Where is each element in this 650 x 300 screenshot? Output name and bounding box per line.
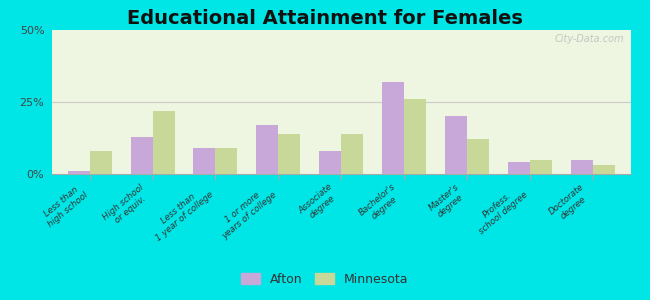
Bar: [571, 160, 593, 174]
Bar: [593, 165, 615, 174]
Bar: [131, 136, 153, 174]
Bar: [194, 148, 216, 174]
Bar: [508, 163, 530, 174]
Text: Educational Attainment for Females: Educational Attainment for Females: [127, 9, 523, 28]
Bar: [278, 134, 300, 174]
Bar: [319, 151, 341, 174]
Bar: [153, 111, 175, 174]
Bar: [216, 148, 237, 174]
Bar: [445, 116, 467, 174]
Bar: [382, 82, 404, 174]
Bar: [256, 125, 278, 174]
Bar: [467, 140, 489, 174]
Bar: [341, 134, 363, 174]
Bar: [530, 160, 552, 174]
Bar: [68, 171, 90, 174]
Legend: Afton, Minnesota: Afton, Minnesota: [237, 268, 413, 291]
Text: City-Data.com: City-Data.com: [555, 34, 625, 44]
Bar: [404, 99, 426, 174]
Bar: [90, 151, 112, 174]
